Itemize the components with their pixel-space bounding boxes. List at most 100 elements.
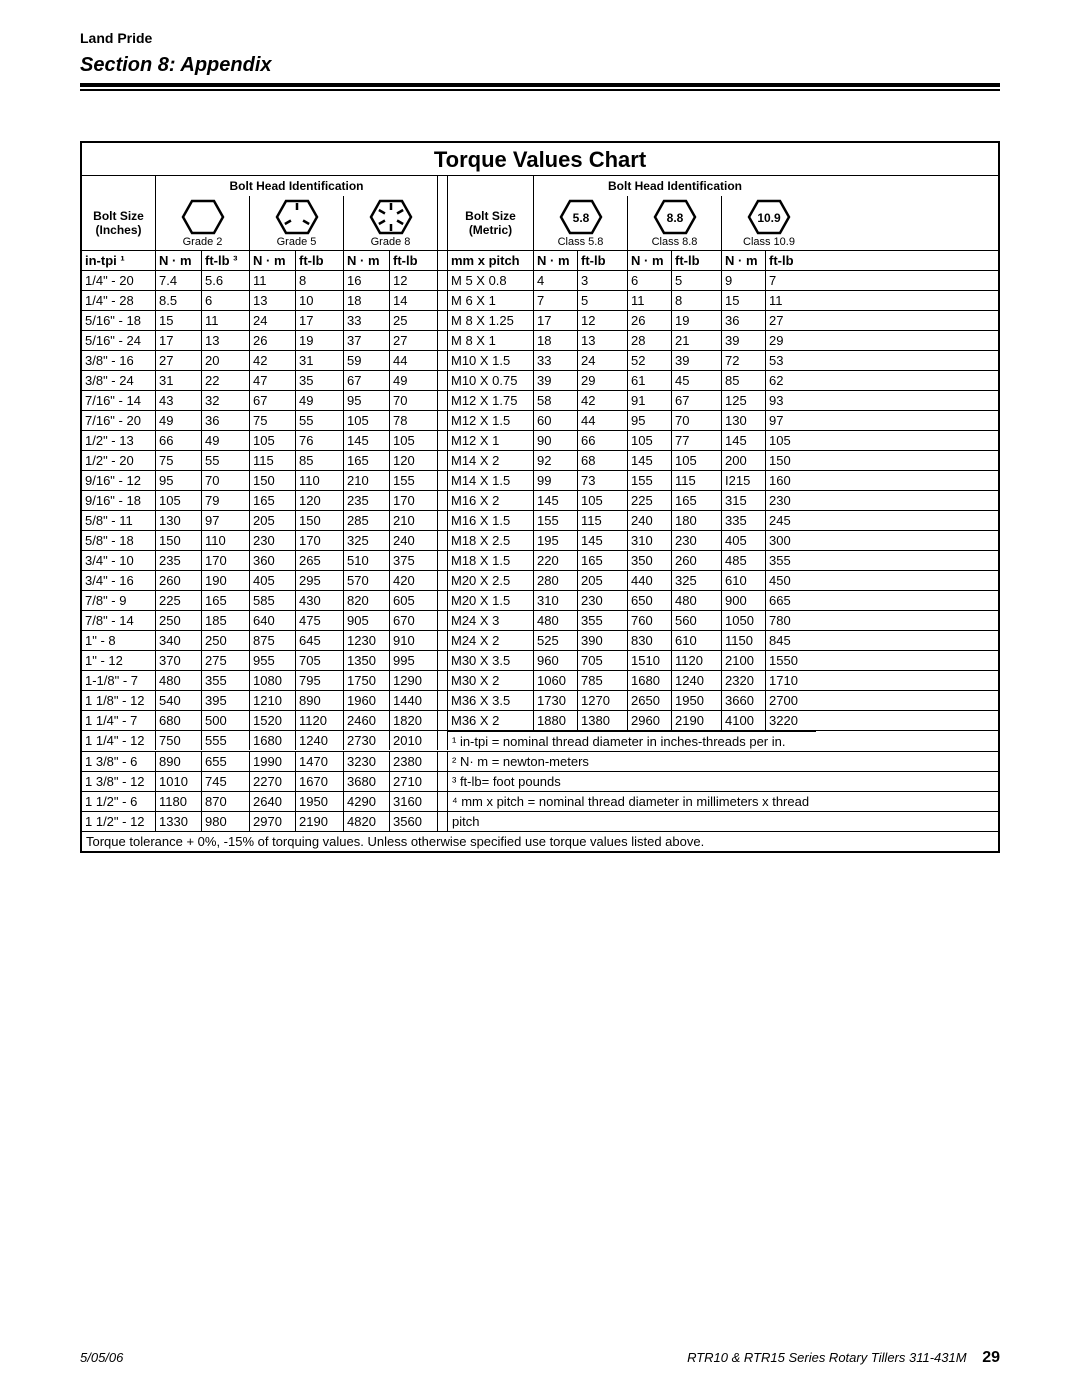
cell-msize: M24 X 3	[448, 611, 534, 630]
cell-msize: M16 X 2	[448, 491, 534, 510]
cell-val: 1510	[628, 651, 672, 670]
cell-val: 510	[344, 551, 390, 570]
page-footer: 5/05/06 RTR10 & RTR15 Series Rotary Till…	[80, 1349, 1000, 1367]
cell-val: 11	[628, 291, 672, 310]
cell-val: 165	[672, 491, 722, 510]
table-row: 9/16" - 1810579165120235170M16 X 2145105…	[82, 490, 998, 510]
cell-val: 10	[296, 291, 344, 310]
cell-val: 900	[722, 591, 766, 610]
cell-val: 8	[296, 271, 344, 290]
brand-label: Land Pride	[80, 30, 1000, 46]
cell-val: 2380	[390, 752, 438, 771]
table-row: 1 3/8" - 68906551990147032302380² N· m =…	[82, 751, 998, 771]
cell-val: 240	[628, 511, 672, 530]
table-row: 5/16" - 24171326193727M 8 X 118132821392…	[82, 330, 998, 350]
cell-val: 1730	[534, 691, 578, 710]
cell-val: 1060	[534, 671, 578, 690]
col-ftlb: ft-lb	[766, 251, 816, 270]
cell-val: 15	[156, 311, 202, 330]
cell-val: 1240	[296, 731, 344, 750]
col-nm: N · m	[250, 251, 296, 270]
cell-val: 7.4	[156, 271, 202, 290]
cell-msize: M36 X 3.5	[448, 691, 534, 710]
cell-size: 5/16" - 18	[82, 311, 156, 330]
hex-ticks-icon	[275, 198, 319, 236]
cell-val: 97	[202, 511, 250, 530]
cell-val: 28	[628, 331, 672, 350]
cell-val: 220	[534, 551, 578, 570]
rule-thin	[80, 89, 1000, 91]
cell-val: 5	[672, 271, 722, 290]
cell-size: 1 3/8" - 6	[82, 752, 156, 771]
footer-date: 5/05/06	[80, 1350, 123, 1365]
cell-val: 70	[202, 471, 250, 490]
cell-val: 105	[628, 431, 672, 450]
cell-val: 670	[390, 611, 438, 630]
cell-msize: M 5 X 0.8	[448, 271, 534, 290]
cell-val: 92	[534, 451, 578, 470]
cell-val: 845	[766, 631, 816, 650]
cell-val: 230	[578, 591, 628, 610]
cell-val: 640	[250, 611, 296, 630]
cell-val: 70	[390, 391, 438, 410]
cell-size: 5/8" - 11	[82, 511, 156, 530]
cell-msize: M10 X 0.75	[448, 371, 534, 390]
cell-val: 3680	[344, 772, 390, 791]
cell-val: 67	[344, 371, 390, 390]
cell-val: 1270	[578, 691, 628, 710]
cell-val: 2640	[250, 792, 296, 811]
cell-val: 245	[766, 511, 816, 530]
cell-val: 185	[202, 611, 250, 630]
cell-msize: M36 X 2	[448, 711, 534, 730]
cell-msize: M24 X 2	[448, 631, 534, 650]
cell-val: 210	[390, 511, 438, 530]
cell-val: 390	[578, 631, 628, 650]
cell-val: 2190	[296, 812, 344, 831]
cell-val: 31	[296, 351, 344, 370]
table-row: 7/8" - 14250185640475905670M24 X 3480355…	[82, 610, 998, 630]
table-row: 3/4" - 16260190405295570420M20 X 2.52802…	[82, 570, 998, 590]
cell-val: 35	[296, 371, 344, 390]
cell-val: 39	[534, 371, 578, 390]
cell-val: 22	[202, 371, 250, 390]
cell-size: 1/4" - 20	[82, 271, 156, 290]
cell-val: 15	[722, 291, 766, 310]
cell-val: 73	[578, 471, 628, 490]
cell-val: 1150	[722, 631, 766, 650]
cell-val: 155	[390, 471, 438, 490]
cell-val: 85	[296, 451, 344, 470]
cell-val: 26	[250, 331, 296, 350]
cell-val: 995	[390, 651, 438, 670]
cell-val: 44	[578, 411, 628, 430]
cell-val: 1820	[390, 711, 438, 730]
cell-val: 210	[344, 471, 390, 490]
cell-val: 165	[578, 551, 628, 570]
cell-val: 325	[672, 571, 722, 590]
cell-msize: M10 X 1.5	[448, 351, 534, 370]
cell-val: 1120	[672, 651, 722, 670]
cell-val: 875	[250, 631, 296, 650]
table-row: 7/8" - 9225165585430820605M20 X 1.531023…	[82, 590, 998, 610]
cell-size: 1/2" - 20	[82, 451, 156, 470]
table-row: 7/16" - 204936755510578M12 X 1.560449570…	[82, 410, 998, 430]
cell-val: 780	[766, 611, 816, 630]
cell-val: 1950	[672, 691, 722, 710]
cell-msize: M18 X 2.5	[448, 531, 534, 550]
cell-msize: M14 X 2	[448, 451, 534, 470]
cell-val: 2270	[250, 772, 296, 791]
svg-text:5.8: 5.8	[572, 211, 589, 225]
table-row: 1 1/2" - 1213309802970219048203560pitch	[82, 811, 998, 831]
cell-val: 49	[296, 391, 344, 410]
cell-val: 105	[672, 451, 722, 470]
cell-val: 285	[344, 511, 390, 530]
table-row: 1/2" - 13664910576145105M12 X 1906610577…	[82, 430, 998, 450]
cell-val: 190	[202, 571, 250, 590]
cell-size: 3/8" - 16	[82, 351, 156, 370]
cell-val: 1990	[250, 752, 296, 771]
cell-val: 29	[766, 331, 816, 350]
cell-val: 610	[672, 631, 722, 650]
cell-size: 1 3/8" - 12	[82, 772, 156, 791]
cell-val: 145	[722, 431, 766, 450]
cell-val: 910	[390, 631, 438, 650]
cell-val: 480	[534, 611, 578, 630]
